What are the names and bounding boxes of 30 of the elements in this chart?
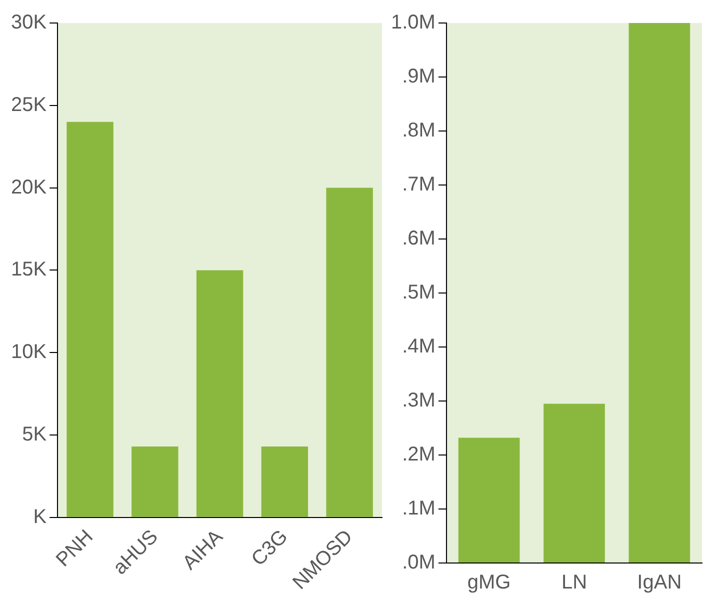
bar xyxy=(326,188,373,517)
y-tick-label: .3M xyxy=(402,390,436,412)
y-tick-label: 30K xyxy=(10,12,48,34)
y-tick-label: 20K xyxy=(10,176,48,198)
x-tick-label: LN xyxy=(561,572,588,594)
x-tick-label: IgAN xyxy=(637,572,682,594)
bar xyxy=(261,446,308,517)
y-tick-label: 15K xyxy=(10,258,48,281)
bar xyxy=(132,446,178,517)
y-tick-label: .0M xyxy=(402,552,436,574)
bar xyxy=(458,438,520,562)
y-tick-label: .9M xyxy=(402,66,436,88)
y-tick-label: .8M xyxy=(402,120,436,142)
y-tick-label: .5M xyxy=(402,282,436,304)
y-tick-label: 10K xyxy=(10,341,48,364)
y-tick-label: 25K xyxy=(10,94,48,116)
y-tick-label: 1.0M xyxy=(390,12,436,34)
y-tick-label: K xyxy=(33,506,48,528)
y-tick-label: .4M xyxy=(402,336,436,358)
bar xyxy=(196,270,244,517)
x-tick-label: gMG xyxy=(467,572,511,594)
y-tick-label: .6M xyxy=(402,228,436,250)
y-tick-label: 5K xyxy=(22,424,48,446)
bar xyxy=(66,122,114,517)
y-tick-label: .7M xyxy=(402,174,436,196)
y-tick-label: .2M xyxy=(402,444,436,466)
bar xyxy=(544,404,605,562)
y-tick-label: .1M xyxy=(402,498,436,520)
x-tick-label: C3G xyxy=(247,526,292,570)
bar xyxy=(628,23,690,562)
